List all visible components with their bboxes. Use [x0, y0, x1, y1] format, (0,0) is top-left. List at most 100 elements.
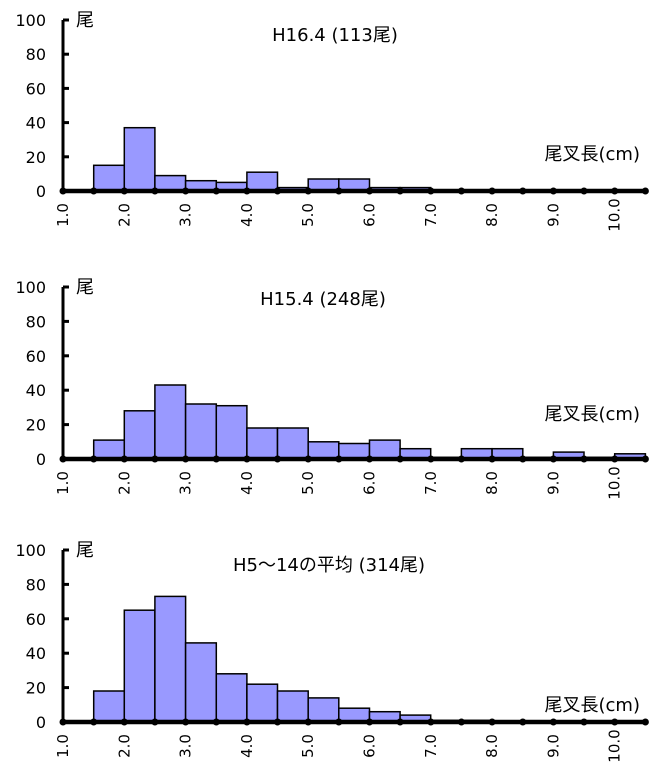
x-tick-label: 7.0 [422, 203, 440, 227]
x-bin-marker [488, 455, 496, 463]
y-tick-label: 40 [26, 114, 46, 133]
x-bin-marker [59, 455, 67, 463]
x-tick-label: 8.0 [483, 203, 501, 227]
x-bin-marker [366, 455, 373, 463]
x-bin-marker [549, 187, 557, 195]
x-bin-marker [335, 455, 343, 463]
y-tick-label: 100 [15, 11, 46, 30]
histogram-bar [307, 697, 340, 723]
histogram-bar [338, 442, 371, 460]
x-tick-label: 2.0 [115, 734, 133, 758]
x-bin-marker [90, 455, 98, 463]
x-bin-marker [243, 718, 251, 726]
x-tick-label: 9.0 [544, 471, 562, 495]
x-bin-marker [427, 455, 435, 463]
x-bin-marker [304, 455, 312, 463]
x-bin-marker [396, 455, 404, 463]
histogram-bar [92, 690, 126, 723]
x-bin-marker [59, 718, 67, 726]
x-bin-marker [212, 718, 220, 726]
x-bin-marker [427, 187, 435, 195]
histogram-bar [246, 683, 279, 723]
histogram-bar [123, 609, 156, 723]
x-bin-marker [335, 187, 343, 195]
x-bin-marker [641, 187, 649, 195]
histogram-bar [184, 642, 218, 723]
y-tick-label: 60 [26, 79, 46, 98]
x-tick-label: 7.0 [422, 734, 440, 758]
histogram-bar [92, 164, 126, 192]
x-tick-label: 2.0 [115, 471, 133, 495]
histogram-bar [215, 404, 248, 460]
chart-title: H16.4 (113尾) [272, 25, 398, 46]
x-bin-marker [519, 455, 527, 463]
x-tick-label: 10.0 [606, 729, 624, 762]
histogram-bar [154, 595, 187, 723]
x-bin-marker [549, 455, 557, 463]
histogram-bar [92, 439, 126, 460]
x-bin-marker [396, 187, 404, 195]
x-tick-label: 1.0 [54, 203, 72, 227]
x-bin-marker [304, 187, 312, 195]
x-bin-marker [549, 718, 557, 726]
x-bin-marker [580, 187, 588, 195]
x-bin-marker [212, 455, 220, 463]
y-tick-label: 0 [36, 450, 46, 469]
x-bin-marker [366, 187, 373, 195]
x-tick-label: 7.0 [422, 471, 440, 495]
x-axis-label: 尾叉長(cm) [545, 695, 640, 716]
x-tick-label: 4.0 [238, 734, 256, 758]
y-tick-label: 20 [26, 679, 46, 698]
x-bin-marker [457, 455, 465, 463]
x-tick-label: 4.0 [238, 203, 256, 227]
x-bin-marker [274, 455, 281, 463]
x-bin-marker [611, 455, 619, 463]
histogram-bar [307, 441, 340, 460]
x-tick-label: 6.0 [361, 471, 379, 495]
x-axis-label: 尾叉長(cm) [545, 404, 640, 425]
y-tick-label: 60 [26, 610, 46, 629]
y-tick-label: 80 [26, 575, 46, 594]
x-bin-marker [120, 718, 128, 726]
chart-title: H5～14の平均 (314尾) [233, 555, 425, 576]
x-axis-label: 尾叉長(cm) [545, 144, 640, 165]
histogram-bar [276, 427, 309, 460]
x-bin-marker [90, 187, 98, 195]
x-tick-label: 1.0 [54, 471, 72, 495]
y-tick-label: 80 [26, 45, 46, 64]
x-tick-label: 6.0 [361, 734, 379, 758]
x-bin-marker [366, 718, 373, 726]
y-tick-label: 0 [36, 182, 46, 201]
histogram-panel-h15: 0 20 40 60 80 100 1.0 2.0 3.0 4.0 5.0 6.0 7.0 8.0 9.0 1… [15, 277, 649, 500]
x-bin-marker [59, 187, 67, 195]
y-tick-label: 40 [26, 644, 46, 663]
histogram-bar [154, 384, 187, 460]
histogram-bar [184, 403, 218, 460]
histogram-bar [123, 126, 156, 192]
x-tick-label: 6.0 [361, 203, 379, 227]
x-bin-marker [182, 718, 190, 726]
histogram-bar [368, 439, 401, 460]
x-tick-label: 2.0 [115, 203, 133, 227]
y-tick-label: 40 [26, 381, 46, 400]
x-bin-marker [611, 187, 619, 195]
x-tick-label: 8.0 [483, 471, 501, 495]
x-bin-marker [519, 187, 527, 195]
y-tick-label: 20 [26, 148, 46, 167]
x-bin-marker [641, 455, 649, 463]
histogram-panel-h5-14-average: 0 20 40 60 80 100 1.0 2.0 3.0 4.0 5.0 6.0 7.0 8.0 9.0 1… [15, 540, 649, 763]
x-bin-marker [641, 718, 649, 726]
x-bin-marker [457, 187, 465, 195]
x-tick-label: 10.0 [606, 466, 624, 499]
x-bin-marker [611, 718, 619, 726]
x-tick-label: 5.0 [299, 471, 317, 495]
x-bin-marker [151, 455, 159, 463]
x-bin-marker [243, 455, 251, 463]
x-bin-marker [212, 187, 220, 195]
y-axis-label: 尾 [76, 10, 94, 31]
y-tick-label: 80 [26, 312, 46, 331]
x-bin-marker [488, 187, 496, 195]
x-bin-marker [151, 718, 159, 726]
x-tick-label: 8.0 [483, 734, 501, 758]
